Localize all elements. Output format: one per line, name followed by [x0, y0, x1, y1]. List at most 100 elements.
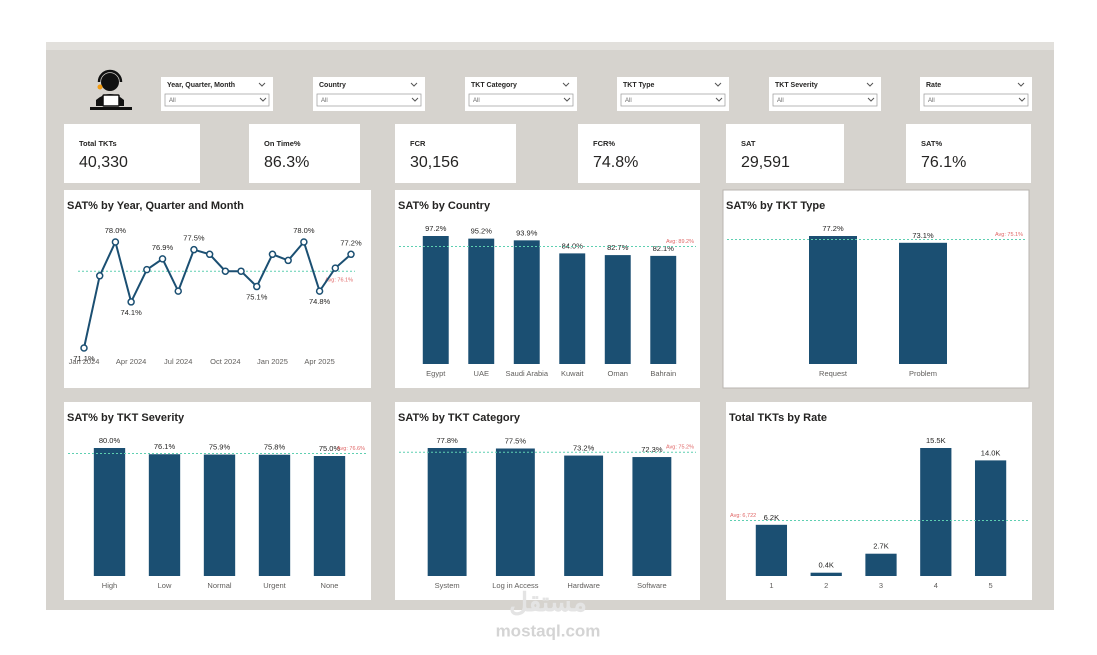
data-label: 76.1% [154, 442, 176, 451]
point [80, 344, 88, 352]
kpi-card [64, 124, 200, 183]
kpi-label: SAT [741, 139, 756, 148]
filter-value: All [928, 98, 935, 104]
point [111, 238, 120, 246]
filter-label: TKT Severity [775, 82, 818, 89]
chevron [866, 82, 874, 87]
x-tick-label: None [321, 581, 339, 590]
average-label: Avg: 6,722 [730, 513, 756, 519]
data-label: 75.8% [264, 443, 286, 452]
point [237, 267, 245, 275]
bar [632, 457, 672, 576]
chevron [715, 97, 723, 102]
data-label: 71.1% [73, 354, 95, 363]
data-label: 77.5% [505, 436, 527, 445]
chevron [1017, 82, 1025, 87]
chart-title: SAT% by TKT Severity [67, 412, 185, 424]
kpi-label: FCR% [593, 139, 615, 148]
point [158, 255, 167, 263]
data-label: 84.0% [562, 241, 584, 250]
data-label: 77.2% [822, 224, 844, 233]
point [253, 282, 261, 291]
filter-label: TKT Type [623, 82, 654, 89]
kpi-value: 40,330 [79, 154, 128, 171]
point [300, 238, 308, 246]
chevron [562, 82, 570, 87]
data-label: 2.7K [873, 542, 888, 551]
x-tick-label: 3 [879, 581, 883, 590]
kpi-label: Total TKTs [79, 139, 117, 148]
chart-title: Total TKTs by Rate [729, 412, 827, 424]
bar [604, 255, 631, 364]
filter-value: All [169, 98, 176, 104]
watermark-site: mostaql.com [496, 621, 601, 640]
bar [427, 448, 467, 576]
data-label: 14.0K [981, 448, 1001, 457]
x-tick-label: Low [158, 581, 172, 590]
data-label: 76.9% [152, 243, 174, 252]
x-tick-label: 2 [824, 581, 828, 590]
point [174, 287, 182, 295]
x-tick-label: Apr 2025 [304, 357, 334, 366]
average-label: Avg: 89.2% [666, 239, 694, 245]
canvas-top [46, 42, 1054, 50]
kpi-value: 29,591 [741, 154, 790, 171]
filter-value: All [473, 98, 480, 104]
x-tick-label: Request [819, 369, 848, 378]
filter-dropdown[interactable] [468, 93, 574, 107]
x-tick-label: High [102, 581, 117, 590]
filter-dropdown[interactable] [772, 93, 878, 107]
data-label: 74.8% [309, 297, 331, 306]
x-tick-label: Normal [207, 581, 232, 590]
x-tick-label: Jan 2024 [69, 357, 100, 366]
x-tick-label: System [435, 581, 460, 590]
chevron [714, 82, 722, 87]
filter-label: Rate [926, 82, 941, 89]
filter-dropdown[interactable] [164, 93, 270, 107]
x-tick-label: Saudi Arabia [505, 369, 548, 378]
chevron [410, 82, 418, 87]
average-label: Avg: 75.2% [666, 445, 694, 451]
x-tick-label: Hardware [567, 581, 600, 590]
point [143, 265, 151, 274]
filter-dropdown[interactable] [620, 93, 726, 107]
kpi-label: FCR [410, 139, 426, 148]
average-label: Avg: 76.6% [337, 446, 365, 452]
chart-title: SAT% by TKT Category [398, 412, 521, 424]
bar [650, 255, 677, 364]
bar [148, 454, 181, 576]
data-label: 82.1% [653, 244, 675, 253]
kpi-value: 76.1% [921, 154, 966, 171]
data-label: 82.7% [607, 243, 629, 252]
kpi-value: 74.8% [593, 154, 638, 171]
bar [755, 524, 788, 576]
kpi-card [906, 124, 1031, 183]
point [268, 250, 277, 259]
filter-dropdown[interactable] [923, 93, 1029, 107]
line [83, 239, 352, 349]
data-label: 75.1% [246, 293, 268, 302]
kpi-card [726, 124, 844, 183]
x-tick-label: Problem [909, 369, 937, 378]
chart-title: SAT% by TKT Type [726, 200, 825, 212]
x-tick-label: Jan 2025 [257, 357, 288, 366]
x-tick-label: Software [637, 581, 667, 590]
bar [559, 253, 586, 364]
x-tick-label: UAE [474, 369, 489, 378]
data-label: 80.0% [99, 436, 121, 445]
watermark-logo: مستقل [509, 587, 587, 617]
bar [93, 448, 126, 576]
data-label: 78.0% [293, 226, 315, 235]
kpi-label: SAT% [921, 139, 942, 148]
point [315, 287, 324, 295]
chevron [563, 97, 571, 102]
chart-title: SAT% by Year, Quarter and Month [67, 200, 244, 212]
point [284, 256, 292, 265]
chevron [867, 97, 875, 102]
average-label: Avg: 76.1% [325, 278, 353, 284]
filter-dropdown[interactable] [316, 93, 422, 107]
data-label: 72.3% [641, 445, 663, 454]
bar [865, 553, 897, 576]
bar [899, 242, 947, 364]
